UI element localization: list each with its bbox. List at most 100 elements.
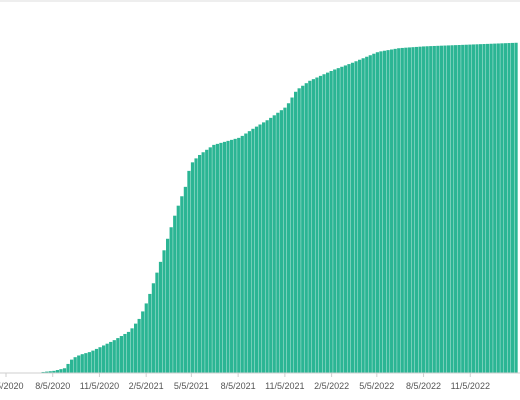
bar: [397, 48, 401, 374]
bar: [215, 143, 219, 373]
bar: [173, 215, 177, 373]
bar: [486, 43, 490, 373]
bar: [205, 149, 209, 373]
bar: [230, 139, 234, 373]
bar: [436, 45, 440, 373]
bar: [294, 91, 298, 374]
x-axis-ticks: 5/5/2020 8/5/2020 11/5/2020 2/5/2021 5/5/202…: [0, 373, 490, 391]
bar: [443, 45, 447, 374]
bar: [112, 340, 116, 373]
bar: [354, 61, 358, 373]
bar: [276, 112, 280, 373]
bar: [365, 56, 369, 374]
bar: [382, 50, 387, 373]
bar: [226, 140, 230, 373]
bar: [333, 69, 337, 373]
bar: [155, 272, 159, 374]
bar: [48, 371, 52, 373]
bar: [137, 318, 141, 373]
bar: [326, 72, 330, 374]
bar: [464, 44, 468, 373]
bar: [166, 238, 170, 373]
bar: [318, 75, 323, 374]
bar: [109, 341, 113, 373]
bar: [390, 49, 394, 374]
bar: [429, 46, 433, 374]
bar: [251, 128, 255, 373]
x-tick-label: 11/5/2020: [80, 381, 119, 391]
bar: [347, 64, 351, 373]
bar: [222, 141, 227, 373]
x-tick-label: 5/5/2020: [0, 381, 24, 391]
bar: [414, 46, 419, 374]
bar: [358, 59, 362, 374]
bar: [98, 347, 102, 373]
bar: [340, 66, 344, 373]
bar: [297, 88, 301, 374]
bar: [247, 131, 251, 373]
bar: [148, 293, 152, 373]
bar: [269, 117, 273, 374]
bar: [201, 152, 205, 373]
bar: [84, 353, 88, 373]
bar: [311, 79, 315, 373]
bar: [500, 43, 504, 373]
bar: [386, 50, 390, 374]
bar: [219, 142, 223, 373]
bar: [379, 51, 383, 373]
x-tick-label: 8/5/2021: [221, 381, 256, 391]
x-tick-label: 11/5/2021: [265, 381, 304, 391]
bar: [254, 126, 259, 374]
bar: [286, 103, 291, 373]
bar: [350, 62, 355, 373]
bar: [368, 55, 372, 374]
x-tick-label: 8/5/2020: [35, 381, 70, 391]
bar: [322, 74, 326, 374]
bar: [308, 80, 312, 374]
bar: [439, 45, 443, 373]
bar: [336, 68, 340, 373]
bar: [404, 47, 408, 374]
bar: [194, 158, 198, 373]
bar: [73, 357, 77, 373]
x-tick-label: 2/5/2022: [314, 381, 349, 391]
bar: [457, 45, 461, 373]
bar: [62, 368, 67, 373]
bar: [240, 135, 244, 373]
bar: [507, 43, 511, 374]
bar: [144, 303, 148, 373]
bar: [393, 48, 397, 374]
bar: [262, 122, 266, 374]
bar: [208, 147, 212, 373]
plot-top-border: [0, 0, 520, 2]
bar: [198, 154, 202, 373]
bar: [134, 323, 138, 373]
bar: [272, 115, 276, 373]
bar: [315, 77, 319, 373]
bar: [489, 43, 493, 373]
bar: [119, 336, 123, 373]
bar: [510, 42, 515, 373]
bar: [151, 283, 155, 373]
x-tick-label: 8/5/2022: [406, 381, 441, 391]
bar-series: [38, 42, 518, 374]
bar: [158, 261, 163, 373]
bar: [514, 42, 518, 374]
bar: [304, 83, 308, 373]
bar: [102, 345, 106, 373]
bar: [425, 46, 429, 373]
bar: [169, 227, 173, 373]
bar: [478, 44, 483, 373]
bar: [45, 371, 49, 373]
bar: [482, 44, 486, 374]
bar: [66, 363, 70, 373]
bar: [411, 47, 415, 374]
bar: [126, 331, 131, 373]
bar: [187, 170, 191, 373]
x-tick-label: 2/5/2021: [129, 381, 164, 391]
bar: [496, 43, 500, 373]
bar: [301, 85, 305, 373]
x-tick-label: 5/5/2022: [359, 381, 394, 391]
x-tick-label: 11/5/2022: [451, 381, 490, 391]
bar: [265, 120, 269, 374]
